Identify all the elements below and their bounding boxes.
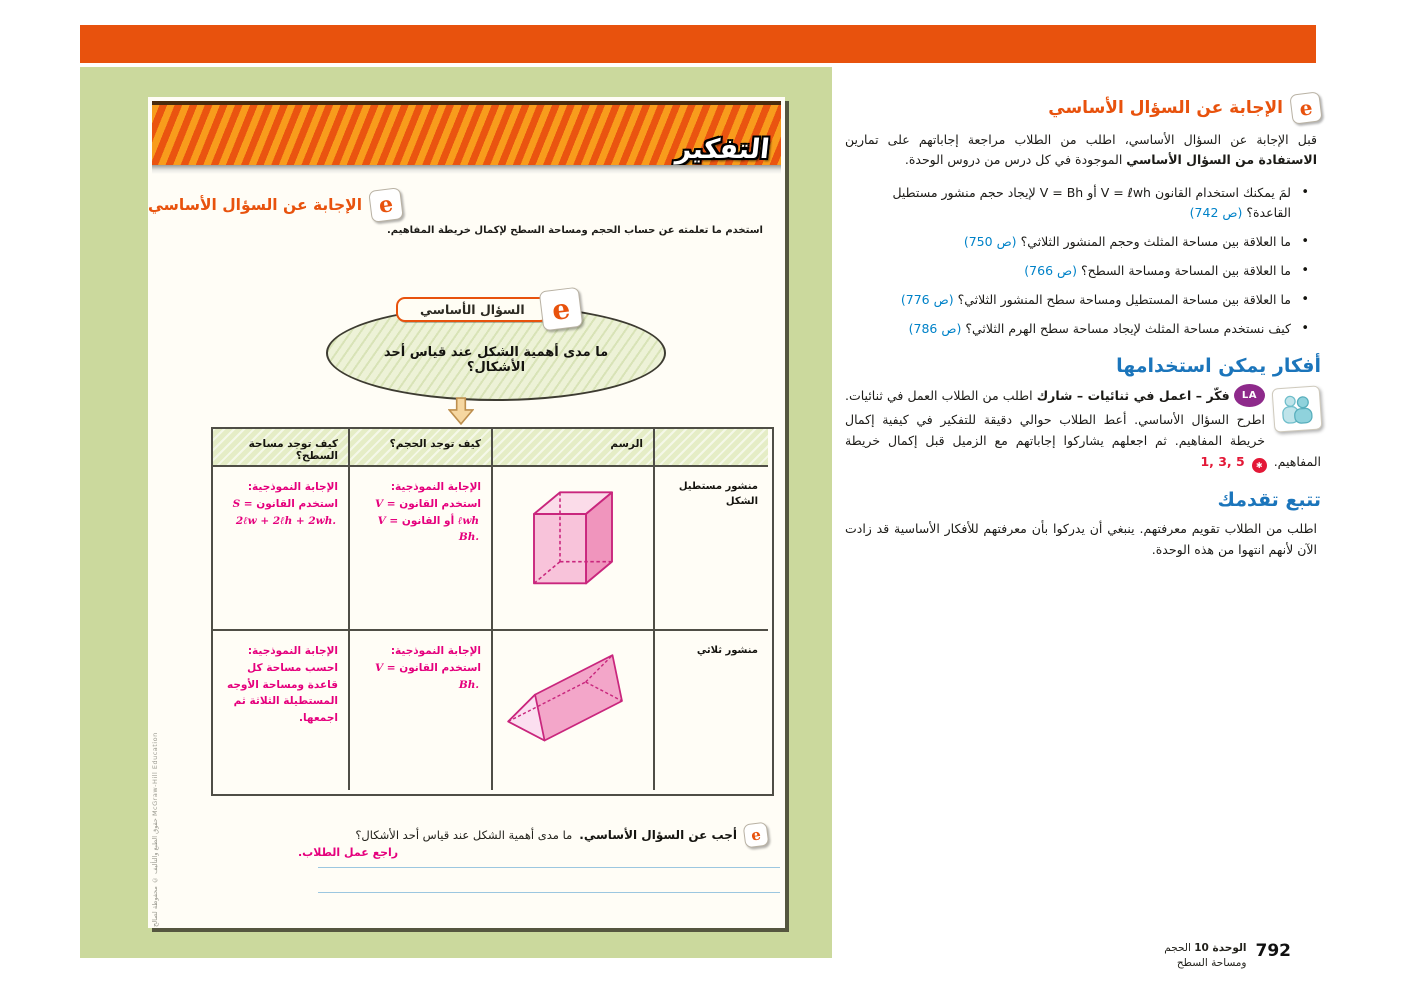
sample-answer-text: أو القانون (401, 514, 455, 527)
rectangular-prism-figure (533, 491, 613, 585)
teacher-notes-panel: e الإجابة عن السؤال الأساسي قبل الإجابة … (845, 91, 1323, 560)
la-badge: LA (1233, 383, 1265, 407)
volume-formula: V = Bh. (375, 661, 479, 691)
page-reference: (ص 742) (1189, 204, 1243, 220)
header-drawing: الرسم (491, 429, 653, 465)
bubble-label-tag: e السؤال الأساسي (396, 286, 583, 332)
essential-question-bubble: ما مدى أهمية الشكل عند قياس أحد الأشكال؟ (326, 305, 666, 401)
cell-drawing-tri-prism (491, 629, 653, 790)
list-item: كيف نستخدم مساحة المثلث لإيجاد مساحة سطح… (845, 319, 1311, 340)
worksheet-heading: الإجابة عن السؤال الأساسي (148, 196, 363, 214)
page-reference: (ص 786) (908, 320, 962, 336)
two-people-glyph (1282, 395, 1313, 424)
list-item: ما العلاقة بين مساحة المثلث وحجم المنشور… (845, 232, 1311, 253)
volume-formula: V = ℓwh (375, 497, 479, 527)
tps-text: اطلب من الطلاب العمل في ثنائيات. اطرح ال… (845, 387, 1321, 470)
tps-strategy-title: فكّر – اعمل في ثنائيات – شارك (1036, 387, 1230, 403)
header-volume: كيف توجد الحجم؟ (348, 429, 491, 465)
bullet-text: ما العلاقة بين مساحة المستطيل ومساحة سطح… (957, 291, 1291, 307)
e-logo-icon: e (742, 821, 770, 849)
e-logo-icon: e (1289, 91, 1323, 125)
copyright-vertical-text: حقوق الطبع والتأليف © محفوظة لصالح McGra… (151, 732, 159, 927)
header-surface-area: كيف توجد مساحة السطح؟ (213, 429, 348, 465)
cell-volume-tri-prism: الإجابة النموذجية: استخدم القانون V = Bh… (348, 629, 491, 790)
sample-answer-text: الإجابة النموذجية: استخدم القانون (390, 645, 481, 674)
paragraph-bold: الاستفادة من السؤال الأساسي (1126, 152, 1317, 168)
pair-students-icon (1271, 384, 1323, 433)
unit-name-part2: ومساحة السطح (1176, 957, 1247, 970)
page-reference: (ص 750) (963, 233, 1017, 249)
section-answering-eq-heading: e الإجابة عن السؤال الأساسي (845, 91, 1323, 125)
worksheet-subtitle: استخدم ما تعلمته عن حساب الحجم ومساحة ال… (386, 225, 763, 236)
triangular-prism-figure (507, 654, 623, 742)
worksheet-page: التفكير e الإجابة عن السؤال الأساسي استخ… (148, 97, 785, 928)
think-pair-share-block: LA فكّر – اعمل في ثنائيات – شارك اطلب من… (845, 383, 1323, 474)
cell-surface-tri-prism: الإجابة النموذجية: احسب مساحة كل قاعدة و… (213, 629, 348, 790)
cell-volume-rect-prism: الإجابة النموذجية: استخدم القانون V = ℓw… (348, 465, 491, 629)
list-item: لمَ يمكنك استخدام القانون V = ℓwh أو V =… (845, 183, 1311, 223)
unit-name-part1: الحجم (1164, 942, 1195, 954)
unit-number: الوحدة 10 (1194, 942, 1247, 954)
paragraph-text: قبل الإجابة عن السؤال الأساسي، اطلب من ا… (845, 132, 1317, 147)
sample-answer-text: الإجابة النموذجية: احسب مساحة كل قاعدة و… (226, 645, 338, 725)
answer-prompt-question: ما مدى أهمية الشكل عند قياس أحد الأشكال؟ (355, 828, 573, 842)
page-reference: (ص 776) (900, 291, 954, 307)
track-progress-paragraph: اطلب من الطلاب تقويم معرفتهم. ينبغي أن ي… (845, 521, 1317, 557)
banner-title: التفكير (673, 134, 771, 165)
track-progress-title: تتبع تقدمك (1217, 489, 1321, 512)
paragraph-text: الموجودة في كل درس من دروس الوحدة. (904, 152, 1127, 168)
teacher-answer-note: راجع عمل الطلاب. (298, 846, 399, 859)
sample-answer-text: الإجابة النموذجية: استخدم القانون (390, 481, 481, 510)
top-orange-bar (80, 25, 1316, 63)
e-logo-icon: e (538, 286, 583, 332)
thinking-banner: التفكير (152, 101, 781, 169)
page-curl-shadow (152, 165, 781, 174)
ideas-section-title: أفكار يمكن استخدامها (1116, 354, 1321, 377)
answer-line (318, 892, 780, 893)
header-blank (653, 429, 768, 465)
bullet-text: ما العلاقة بين المساحة ومساحة السطح؟ (1081, 262, 1291, 278)
cell-surface-rect-prism: الإجابة النموذجية: استخدم القانون S = 2ℓ… (213, 465, 348, 629)
row-label-rect-prism: منشور مستطيل الشكل (653, 465, 768, 629)
answer-line (318, 867, 780, 868)
answer-prompt-row: e أجب عن السؤال الأساسي. ما مدى أهمية ال… (148, 821, 784, 849)
review-question-list: لمَ يمكنك استخدام القانون V = ℓwh أو V =… (845, 183, 1311, 340)
concept-map-table: كيف توجد مساحة السطح؟ كيف توجد الحجم؟ ال… (211, 427, 774, 796)
answer-prompt-bold: أجب عن السؤال الأساسي. (579, 828, 737, 842)
list-item: ما العلاقة بين المساحة ومساحة السطح؟(ص 7… (845, 261, 1311, 282)
bullet-text: كيف نستخدم مساحة المثلث لإيجاد مساحة سطح… (965, 320, 1291, 336)
row-label-tri-prism: منشور ثلاثي (653, 629, 768, 790)
surface-formula: S = 2ℓw + 2ℓh + 2wh. (232, 497, 336, 527)
page-number: 792 (1255, 941, 1292, 961)
volume-formula: V = Bh. (377, 514, 479, 544)
sample-answer-text: الإجابة النموذجية: استخدم القانون (247, 481, 338, 510)
section-title: الإجابة عن السؤال الأساسي (1048, 98, 1283, 118)
bubble-label: السؤال الأساسي (396, 296, 549, 322)
bullet-text: ما العلاقة بين مساحة المثلث وحجم المنشور… (1020, 233, 1291, 249)
unit-title: الوحدة 10 الحجم ومساحة السطح (1164, 941, 1246, 971)
e-logo-icon: e (368, 187, 404, 223)
bubble-question: ما مدى أهمية الشكل عند قياس أحد الأشكال؟ (383, 345, 609, 375)
page-reference: (ص 766) (1024, 262, 1077, 278)
bullet-text: لمَ يمكنك استخدام القانون V = ℓwh أو V =… (892, 184, 1291, 220)
list-item: ما العلاقة بين مساحة المستطيل ومساحة سطح… (845, 290, 1311, 311)
essential-question-heading-row: e الإجابة عن السؤال الأساسي (148, 187, 785, 223)
down-arrow-icon (448, 397, 474, 425)
math-practice-icon: ✱ (1251, 458, 1267, 474)
section-paragraph: قبل الإجابة عن السؤال الأساسي، اطلب من ا… (845, 130, 1317, 171)
practice-numbers: 1, 3, 5 (1200, 454, 1245, 469)
cell-drawing-rect-prism (491, 465, 653, 629)
page-footer: 792 الوحدة 10 الحجم ومساحة السطح (1164, 941, 1291, 971)
